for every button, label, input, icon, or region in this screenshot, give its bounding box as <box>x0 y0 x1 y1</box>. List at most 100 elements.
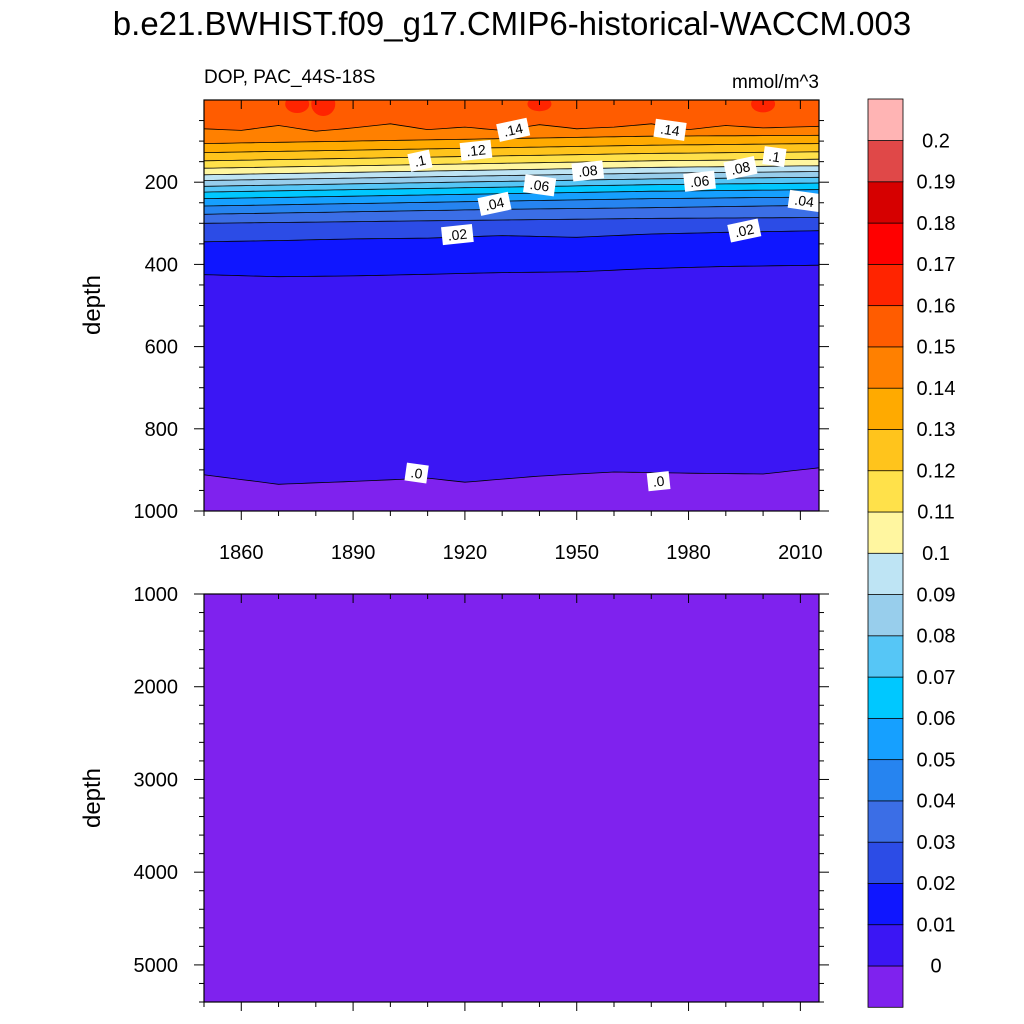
contour-label-text: .04 <box>483 194 506 214</box>
upper-x-tick-label: 1980 <box>666 542 711 564</box>
upper-x-tick-label: 1890 <box>331 542 376 564</box>
colorbar-label: 0.2 <box>922 130 950 152</box>
contour-label: .1 <box>762 146 787 167</box>
contour-line-8 <box>204 176 819 187</box>
lower-y-tick-label: 5000 <box>134 955 179 977</box>
contour-line-1 <box>204 264 819 278</box>
colorbar-label: 0.05 <box>917 749 956 771</box>
colorbar-label: 0.01 <box>917 915 956 937</box>
lower-y-tick-label: 3000 <box>134 769 179 791</box>
colorbar-swatch <box>867 882 904 926</box>
colorbar-label: 0.04 <box>917 791 956 813</box>
contour-label-text: .02 <box>733 221 756 241</box>
contour-label-text: .02 <box>447 226 468 244</box>
contour-label-text: .06 <box>689 172 710 190</box>
colorbar-label: 0.07 <box>917 667 956 689</box>
lower-y-tick-label: 4000 <box>134 862 179 884</box>
contour-line-6 <box>204 189 819 199</box>
surface-patch-0 <box>285 100 310 113</box>
upper-x-tick-label: 2010 <box>778 542 823 564</box>
colorbar-swatch <box>867 593 904 637</box>
colorbar-label: 0.09 <box>917 584 956 606</box>
colorbar-label: 0.06 <box>917 708 956 730</box>
contour-line-7 <box>204 182 819 193</box>
upper-y-tick-label: 800 <box>145 419 178 441</box>
upper-x-tick-label: 1950 <box>554 542 599 564</box>
upper-y-tick-label: 400 <box>145 254 178 276</box>
contour-label-text: .12 <box>465 141 486 159</box>
colorbar-swatch <box>867 139 904 183</box>
colorbar-swatch <box>867 222 904 265</box>
contour-label: .1 <box>407 149 433 172</box>
upper-panel: .14 .14 .12 .1 .1 .08 .08 .06 .06 .04 .04 .02 .02 .0.… <box>79 99 829 564</box>
lower-panel-fill <box>204 594 819 1002</box>
colorbar-swatch <box>867 676 904 719</box>
colorbar-label: 0.1 <box>922 543 950 565</box>
colorbar-swatch <box>867 470 904 513</box>
upper-y-tick-label: 600 <box>145 337 178 359</box>
colorbar-label: 0.16 <box>917 295 956 317</box>
contour-label: .02 <box>727 218 762 243</box>
colorbar: 0 0.01 0.02 0.03 0.04 0.05 0.06 0.07 0.08 0.09 0.1… <box>867 98 956 1008</box>
variable-label: DOP, PAC_44S-18S <box>204 67 375 88</box>
colorbar-swatch <box>867 263 904 307</box>
lower-y-tick-label: 2000 <box>134 677 179 699</box>
colorbar-swatch <box>867 552 904 595</box>
colorbar-swatch <box>867 965 904 1008</box>
colorbar-label: 0.13 <box>917 419 956 441</box>
contour-line-13 <box>204 143 819 153</box>
colorbar-label: 0.15 <box>917 337 956 359</box>
surface-patch-2 <box>527 100 552 112</box>
contour-label: .08 <box>571 160 605 182</box>
upper-y-tick-label: 200 <box>145 172 178 194</box>
contour-label-text: .08 <box>577 162 598 180</box>
contour-label-text: .06 <box>529 176 551 195</box>
contour-label: .12 <box>459 139 493 161</box>
colorbar-label: 0.12 <box>917 461 956 483</box>
colorbar-label: 0.08 <box>917 626 956 648</box>
colorbar-swatch <box>867 841 904 884</box>
colorbar-swatch <box>867 387 904 430</box>
contour-line-12 <box>204 151 819 162</box>
surface-patch-3 <box>751 100 776 113</box>
contour-label: .14 <box>496 117 531 142</box>
lower-y-axis-label: depth <box>79 768 106 828</box>
lower-panel: 1000 2000 3000 4000 5000 depth <box>79 584 829 1011</box>
contour-label-text: .14 <box>659 121 681 140</box>
contour-label: .04 <box>787 189 821 212</box>
upper-y-axis-label: depth <box>79 275 106 335</box>
contour-label: .06 <box>523 174 557 197</box>
colorbar-swatch <box>867 511 904 554</box>
colorbar-label: 0.17 <box>917 254 956 276</box>
contour-label-text: .08 <box>729 158 752 178</box>
contour-line-10 <box>204 165 819 176</box>
contour-label: .14 <box>653 118 687 141</box>
colorbar-label: 0.02 <box>917 873 956 895</box>
contour-label-text: .14 <box>502 120 525 140</box>
contour-label-text: .0 <box>652 473 665 490</box>
contour-label: .02 <box>441 224 474 246</box>
colorbar-swatch <box>867 98 904 141</box>
colorbar-swatch <box>867 800 904 843</box>
colorbar-label: 0.14 <box>917 378 956 400</box>
contour-line-2 <box>204 230 819 243</box>
contour-line-3 <box>204 217 819 224</box>
contour-label: .04 <box>477 191 512 216</box>
contour-label: .08 <box>723 155 758 181</box>
colorbar-swatch <box>867 924 904 967</box>
upper-x-tick-label: 1860 <box>219 542 264 564</box>
upper-y-tick-label: 1000 <box>134 501 179 523</box>
colorbar-swatch <box>867 304 904 348</box>
colorbar-swatch <box>867 346 904 389</box>
contour-line-9 <box>204 171 819 181</box>
contour-line-4 <box>204 204 819 215</box>
colorbar-swatch <box>867 428 904 472</box>
contour-line-11 <box>204 158 819 169</box>
contour-label-text: .1 <box>413 152 428 170</box>
contour-label: .0 <box>646 471 671 492</box>
colorbar-swatch <box>867 717 904 761</box>
lower-y-tick-label: 1000 <box>134 584 179 606</box>
colorbar-swatch <box>867 758 904 802</box>
contour-label: .0 <box>404 462 429 484</box>
contour-label-text: .04 <box>793 192 815 211</box>
